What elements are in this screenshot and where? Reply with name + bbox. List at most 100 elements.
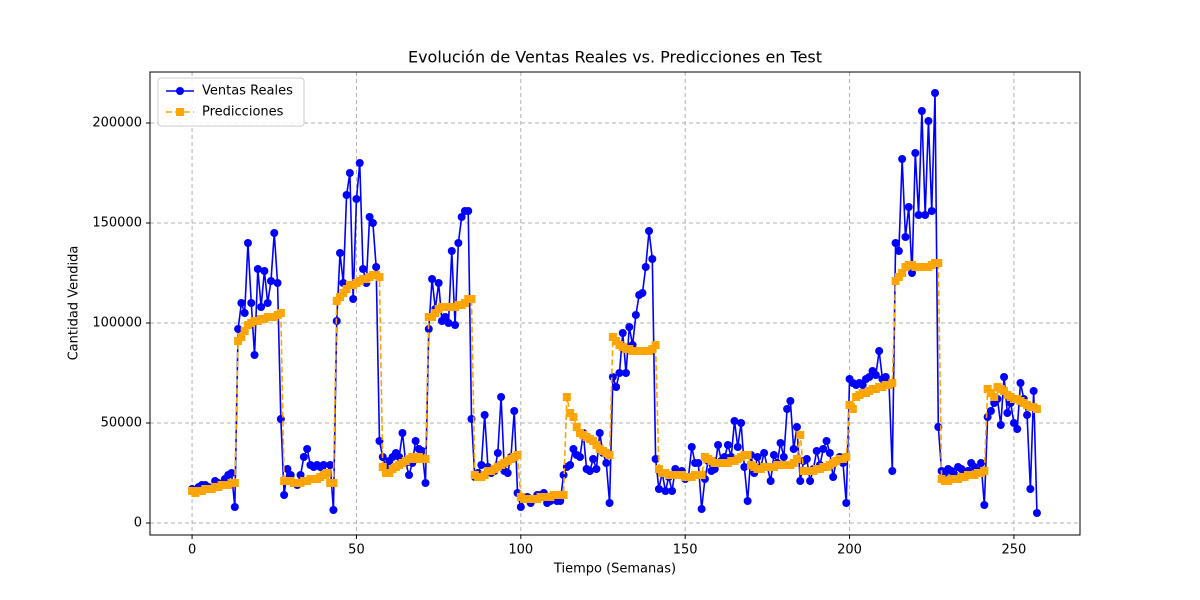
point — [638, 289, 647, 297]
point — [513, 451, 522, 459]
legend-box — [157, 77, 305, 127]
point — [237, 333, 246, 341]
point — [569, 413, 578, 421]
point — [786, 397, 795, 405]
legend-label: Ventas Reales — [202, 84, 293, 99]
point — [566, 461, 575, 469]
point — [819, 445, 828, 453]
x-tick-label: 50 — [348, 543, 365, 558]
point — [891, 239, 900, 247]
y-tick-label: 150000 — [92, 216, 142, 231]
point — [871, 371, 880, 379]
point — [648, 255, 657, 263]
point — [697, 505, 706, 513]
point — [641, 263, 650, 271]
point — [1032, 405, 1041, 413]
point — [733, 443, 742, 451]
point — [687, 443, 696, 451]
point — [605, 451, 614, 459]
y-tick-label: 100000 — [92, 316, 142, 331]
point — [934, 259, 943, 267]
point — [651, 341, 660, 349]
point — [434, 279, 443, 287]
point — [796, 477, 805, 485]
point — [276, 309, 285, 317]
point — [349, 295, 358, 303]
point — [714, 441, 723, 449]
point — [977, 459, 986, 467]
point — [263, 299, 272, 307]
point — [661, 487, 670, 495]
point — [352, 195, 361, 203]
point — [234, 325, 243, 333]
point — [378, 463, 387, 471]
point — [230, 479, 239, 487]
point — [441, 313, 450, 321]
point — [368, 219, 377, 227]
point — [654, 485, 663, 493]
point — [250, 351, 259, 359]
point — [257, 303, 266, 311]
point — [996, 421, 1005, 429]
point — [280, 491, 289, 499]
point — [319, 461, 328, 469]
point — [651, 455, 660, 463]
point — [444, 319, 453, 327]
point — [917, 107, 926, 115]
point — [612, 383, 621, 391]
point — [398, 429, 407, 437]
point — [783, 405, 792, 413]
point — [901, 233, 910, 241]
point — [743, 497, 752, 505]
point — [921, 211, 930, 219]
point — [562, 393, 571, 401]
point — [421, 455, 430, 463]
point — [569, 445, 578, 453]
point — [451, 321, 460, 329]
point — [365, 213, 374, 221]
point — [608, 373, 617, 381]
point — [345, 169, 354, 177]
point — [572, 423, 581, 431]
point — [464, 207, 473, 215]
point — [516, 503, 525, 511]
point — [753, 453, 762, 461]
point — [802, 455, 811, 463]
point — [842, 453, 851, 461]
point — [990, 393, 999, 401]
point — [931, 89, 940, 97]
point — [230, 503, 239, 511]
point — [904, 203, 913, 211]
point — [329, 506, 338, 514]
point — [372, 263, 381, 271]
point — [812, 447, 821, 455]
point — [283, 465, 292, 473]
point — [888, 467, 897, 475]
point — [986, 407, 995, 415]
x-tick-label: 100 — [508, 543, 533, 558]
point — [355, 159, 364, 167]
point — [769, 451, 778, 459]
point — [668, 487, 677, 495]
plot-frame — [149, 71, 1081, 536]
point — [589, 455, 598, 463]
point — [329, 479, 338, 487]
point — [467, 295, 476, 303]
point — [875, 347, 884, 355]
point — [240, 327, 249, 335]
point — [575, 453, 584, 461]
point — [266, 277, 275, 285]
point — [260, 267, 269, 275]
point — [779, 453, 788, 461]
y-axis-label: Cantidad Vendida — [67, 246, 82, 361]
point — [776, 439, 785, 447]
point — [602, 459, 611, 467]
point — [303, 445, 312, 453]
point — [322, 469, 331, 477]
point — [911, 149, 920, 157]
point — [842, 499, 851, 507]
point — [806, 477, 815, 485]
point — [1003, 409, 1012, 417]
